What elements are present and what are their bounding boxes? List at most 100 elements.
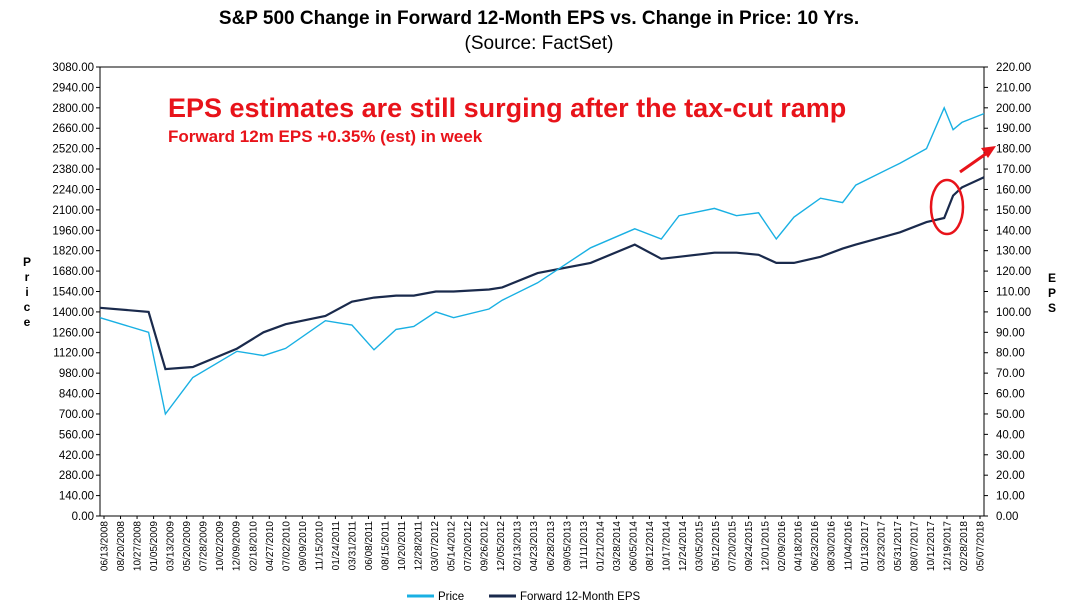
- x-tick-label: 02/28/2018: [959, 521, 970, 571]
- x-tick-label: 10/17/2014: [661, 521, 672, 571]
- x-tick-label: 05/31/2017: [893, 521, 904, 571]
- legend-eps-label: Forward 12-Month EPS: [520, 591, 640, 603]
- axis-label-char: e: [24, 315, 31, 329]
- chart-subtitle: (Source: FactSet): [465, 33, 614, 54]
- right-tick-label: 140.00: [996, 225, 1031, 237]
- right-tick-label: 210.00: [996, 82, 1031, 94]
- x-tick-label: 01/13/2017: [860, 521, 871, 571]
- x-tick-label: 06/23/2016: [810, 521, 821, 571]
- x-tick-label: 11/04/2016: [843, 521, 854, 571]
- x-tick-label: 02/18/2010: [248, 521, 259, 571]
- left-tick-label: 980.00: [59, 368, 94, 380]
- x-tick-label: 06/13/2008: [100, 521, 111, 571]
- x-tick-label: 12/19/2017: [942, 521, 953, 571]
- left-tick-label: 2240.00: [52, 184, 94, 196]
- right-tick-label: 80.00: [996, 348, 1025, 360]
- left-tick-label: 2940.00: [52, 82, 94, 94]
- left-tick-label: 420.00: [59, 450, 94, 462]
- x-tick-label: 11/11/2013: [579, 521, 590, 570]
- x-tick-label: 06/05/2014: [628, 521, 639, 571]
- right-tick-label: 60.00: [996, 389, 1025, 401]
- left-tick-label: 560.00: [59, 429, 94, 441]
- left-tick-label: 1400.00: [52, 307, 94, 319]
- left-tick-label: 1260.00: [52, 327, 94, 339]
- right-axis: 0.00 10.00 20.00 30.00 40.00 50.00 60.00 70.00 8…: [984, 62, 1031, 523]
- x-tick-label: 04/18/2016: [794, 521, 805, 571]
- left-tick-label: 3080.00: [52, 62, 94, 74]
- x-tick-label: 05/07/2018: [976, 521, 987, 571]
- annotation-subtitle: Forward 12m EPS +0.35% (est) in week: [168, 127, 483, 146]
- left-tick-label: 1820.00: [52, 246, 94, 258]
- x-tick-label: 01/05/2009: [149, 521, 160, 571]
- right-tick-label: 20.00: [996, 470, 1025, 482]
- left-tick-label: 1120.00: [53, 348, 94, 360]
- annotation-title: EPS estimates are still surging after th…: [168, 93, 846, 123]
- x-tick-label: 08/07/2017: [909, 521, 920, 571]
- x-tick-label: 12/09/2009: [232, 521, 243, 571]
- x-tick-label: 08/30/2016: [827, 521, 838, 571]
- left-axis-label: Price: [23, 255, 31, 329]
- x-tick-label: 06/08/2011: [364, 521, 375, 571]
- legend: Price Forward 12-Month EPS: [407, 591, 640, 603]
- left-axis: 0.00 140.00 280.00 420.00 560.00 700.00 840.00…: [52, 62, 100, 523]
- legend-price-label: Price: [438, 591, 464, 603]
- right-tick-label: 120.00: [996, 266, 1031, 278]
- right-tick-label: 150.00: [996, 205, 1031, 217]
- left-tick-label: 2520.00: [52, 144, 94, 156]
- left-tick-label: 1680.00: [52, 266, 94, 278]
- right-tick-label: 10.00: [996, 491, 1025, 503]
- x-tick-label: 12/24/2014: [678, 521, 689, 571]
- price-series-line: [99, 105, 985, 416]
- left-tick-label: 1540.00: [52, 287, 94, 299]
- x-tick-label: 10/02/2009: [215, 521, 226, 571]
- right-tick-label: 40.00: [996, 429, 1025, 441]
- eps-highlight-circle: [929, 178, 965, 236]
- left-tick-label: 2100.00: [52, 205, 94, 217]
- axis-label-char: S: [1048, 301, 1056, 315]
- right-axis-label: EPS: [1048, 271, 1056, 315]
- x-tick-label: 05/14/2012: [447, 521, 458, 571]
- x-tick-label: 01/21/2014: [595, 521, 606, 571]
- left-tick-label: 2660.00: [52, 123, 94, 135]
- x-tick-label: 07/28/2009: [199, 521, 210, 571]
- x-tick-label: 03/05/2015: [695, 521, 706, 571]
- axis-label-char: r: [25, 270, 30, 284]
- right-tick-label: 180.00: [996, 144, 1031, 156]
- x-tick-label: 03/23/2017: [876, 521, 887, 571]
- x-tick-label: 11/15/2010: [314, 521, 325, 571]
- x-tick-label: 09/09/2010: [298, 521, 309, 571]
- x-tick-label: 05/12/2015: [711, 521, 722, 571]
- axis-label-char: E: [1048, 271, 1056, 285]
- x-tick-label: 05/20/2009: [182, 521, 193, 571]
- x-tick-label: 10/20/2011: [397, 521, 408, 571]
- chart-title: S&P 500 Change in Forward 12-Month EPS v…: [219, 8, 859, 29]
- x-tick-label: 12/01/2015: [761, 521, 772, 571]
- axis-label-char: c: [24, 300, 31, 314]
- left-tick-label: 140.00: [59, 491, 94, 503]
- left-tick-label: 2380.00: [52, 164, 94, 176]
- x-tick-label: 03/13/2009: [166, 521, 177, 571]
- x-tick-label: 03/07/2012: [430, 521, 441, 571]
- right-tick-label: 50.00: [996, 409, 1025, 421]
- x-tick-label: 09/24/2015: [744, 521, 755, 571]
- x-tick-label: 06/28/2013: [546, 521, 557, 571]
- right-tick-label: 30.00: [996, 450, 1025, 462]
- left-tick-label: 0.00: [72, 511, 94, 523]
- left-tick-label: 280.00: [59, 470, 94, 482]
- x-tick-label: 03/28/2014: [612, 521, 623, 571]
- x-tick-label: 02/09/2016: [777, 521, 788, 571]
- right-tick-label: 190.00: [996, 123, 1031, 135]
- x-tick-label: 02/13/2013: [513, 521, 524, 571]
- x-tick-label: 12/05/2012: [496, 521, 507, 571]
- right-tick-label: 110.00: [996, 287, 1030, 299]
- right-tick-label: 100.00: [996, 307, 1031, 319]
- annotation-arrow-head: [981, 146, 996, 158]
- left-tick-label: 2800.00: [52, 103, 94, 115]
- x-tick-label: 09/05/2013: [562, 521, 573, 571]
- x-tick-label: 10/12/2017: [926, 521, 937, 571]
- right-tick-label: 200.00: [996, 103, 1031, 115]
- x-tick-label: 07/20/2012: [463, 521, 474, 571]
- x-tick-label: 09/26/2012: [480, 521, 491, 571]
- right-tick-label: 130.00: [996, 246, 1031, 258]
